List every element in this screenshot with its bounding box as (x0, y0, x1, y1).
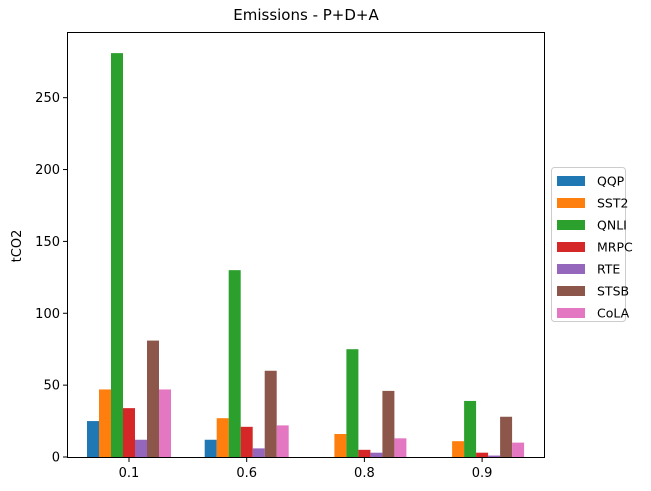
legend-label-rte: RTE (597, 262, 620, 277)
bar-mrpc-3 (476, 452, 489, 457)
bar-cola-3 (512, 442, 525, 457)
bar-cola-1 (276, 425, 289, 457)
legend-swatch-cola (557, 308, 585, 318)
bar-sst2-2 (334, 434, 347, 457)
x-tick-label: 0.9 (472, 466, 493, 481)
y-tick-label: 200 (35, 163, 60, 178)
legend-label-sst2: SST2 (597, 196, 628, 211)
legend-label-cola: CoLA (597, 306, 630, 321)
legend-label-stsb: STSB (597, 284, 629, 299)
bar-sst2-3 (452, 441, 465, 457)
x-tick-label: 0.1 (119, 466, 140, 481)
legend-label-mrpc: MRPC (597, 240, 633, 255)
y-axis: 0 50 100 150 200 250 (35, 91, 68, 466)
chart-title: Emissions - P+D+A (233, 6, 379, 24)
y-tick-label: 50 (43, 379, 60, 394)
bar-rte-3 (488, 455, 501, 457)
bar-sst2-1 (216, 418, 229, 457)
bar-rte-0 (135, 439, 147, 457)
x-tick-label: 0.6 (236, 466, 257, 481)
bar-stsb-0 (147, 340, 159, 457)
legend-swatch-qqp (557, 176, 585, 186)
bar-cola-0 (159, 389, 171, 457)
legend-swatch-sst2 (557, 198, 585, 208)
y-axis-label: tCO2 (10, 230, 25, 263)
bar-qnli-2 (346, 349, 359, 457)
plot-frame (67, 32, 545, 458)
bar-qnli-1 (228, 270, 241, 457)
y-tick-label: 100 (35, 307, 60, 322)
bar-sst2-0 (99, 389, 111, 457)
y-tick-label: 150 (35, 235, 60, 250)
bar-qnli-0 (111, 53, 123, 457)
legend-swatch-stsb (557, 286, 585, 296)
bar-stsb-3 (500, 416, 513, 457)
legend-swatch-qnli (557, 220, 585, 230)
bar-cola-2 (394, 438, 407, 457)
bar-qqp-1 (204, 439, 217, 457)
legend-label-qnli: QNLI (597, 218, 627, 233)
bar-stsb-1 (264, 370, 277, 457)
bar-mrpc-1 (240, 426, 253, 457)
legend-swatch-mrpc (557, 242, 585, 252)
bar-qqp-0 (87, 421, 99, 457)
x-tick-label: 0.8 (354, 466, 375, 481)
x-axis: 0.1 0.6 0.8 0.9 (119, 457, 493, 481)
bar-rte-1 (252, 448, 265, 457)
y-tick-label: 0 (52, 451, 60, 466)
legend: QQP SST2 QNLI MRPC RTE STSB CoLA (551, 167, 633, 322)
bar-mrpc-2 (358, 449, 371, 457)
bar-mrpc-0 (123, 408, 135, 457)
bar-qnli-3 (464, 400, 477, 457)
bars-layer (87, 53, 525, 457)
legend-label-qqp: QQP (597, 174, 625, 189)
y-tick-label: 250 (35, 91, 60, 106)
legend-swatch-rte (557, 264, 585, 274)
bar-stsb-2 (382, 390, 395, 457)
bar-rte-2 (370, 452, 383, 457)
